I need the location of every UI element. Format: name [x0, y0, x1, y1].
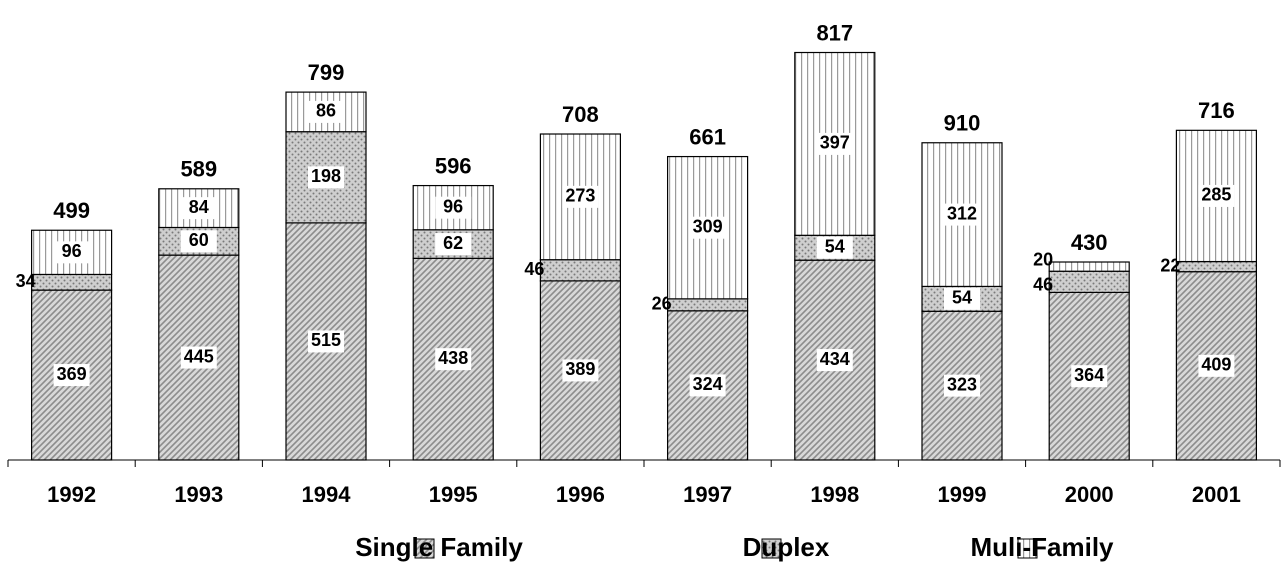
value-label: 96 [62, 241, 82, 261]
total-label: 817 [816, 20, 853, 45]
x-tick-label: 2000 [1065, 482, 1114, 507]
value-label-bg [308, 100, 344, 123]
value-label: 364 [1074, 365, 1104, 385]
value-label: 312 [947, 203, 977, 223]
value-label: 438 [438, 348, 468, 368]
legend-label: Single Family [355, 532, 523, 562]
value-label: 397 [820, 133, 850, 153]
value-label-bg [308, 166, 344, 189]
bar-segment [539, 259, 622, 282]
total-label: 589 [180, 157, 217, 182]
total-label: 430 [1071, 230, 1108, 255]
value-label-bg [816, 236, 853, 259]
value-label-bg [562, 185, 599, 208]
value-label: 389 [565, 359, 595, 379]
value-label: 369 [57, 364, 87, 384]
value-label-bg [53, 241, 90, 264]
value-label: 46 [1033, 275, 1053, 295]
value-label-bg [308, 330, 344, 353]
value-label-bg [180, 230, 217, 253]
total-label: 910 [944, 111, 981, 136]
bar-segment [666, 298, 749, 312]
x-tick-label: 1993 [174, 482, 223, 507]
x-tick-label: 1995 [429, 482, 478, 507]
value-label: 445 [184, 346, 214, 366]
value-label-bg [1198, 354, 1235, 377]
value-label: 22 [1160, 255, 1180, 275]
x-tick-label: 2001 [1192, 482, 1241, 507]
value-label: 62 [443, 233, 463, 253]
value-label: 96 [443, 196, 463, 216]
value-label: 54 [952, 288, 972, 308]
bar-segment [1175, 260, 1258, 273]
total-label: 716 [1198, 98, 1235, 123]
value-label-bg [689, 216, 726, 239]
x-tick-label: 1999 [938, 482, 987, 507]
value-label-bg [1198, 184, 1235, 207]
value-label: 515 [311, 330, 341, 350]
total-label: 596 [435, 153, 472, 178]
value-label-bg [944, 203, 980, 226]
x-tick-label: 1998 [810, 482, 859, 507]
value-label: 309 [693, 216, 723, 236]
value-label-bg [944, 374, 980, 397]
value-label-bg [816, 349, 853, 372]
bar-segment [1048, 261, 1130, 272]
value-label: 34 [16, 271, 36, 291]
value-label-bg [435, 348, 472, 371]
value-label: 46 [524, 259, 544, 279]
value-label-bg [816, 132, 853, 155]
total-label: 708 [562, 102, 599, 127]
value-label-bg [1071, 365, 1108, 388]
x-tick-label: 1997 [683, 482, 732, 507]
value-label: 20 [1033, 249, 1053, 269]
value-label-bg [53, 364, 90, 387]
value-label-bg [944, 287, 980, 310]
x-tick-label: 1992 [47, 482, 96, 507]
value-label: 324 [693, 374, 723, 394]
value-label-bg [435, 196, 472, 219]
value-label: 285 [1201, 185, 1231, 205]
value-label: 198 [311, 166, 341, 186]
value-label: 409 [1201, 355, 1231, 375]
legend-swatch [761, 538, 782, 559]
legend-label: Duplex [743, 532, 830, 562]
value-label-bg [180, 346, 217, 369]
total-label: 661 [689, 124, 726, 149]
x-tick-label: 1994 [302, 482, 352, 507]
legend-label: Muli-Family [970, 532, 1114, 562]
value-label: 54 [825, 236, 845, 256]
total-label: 799 [308, 60, 345, 85]
value-label-bg [562, 359, 599, 382]
value-label: 273 [565, 186, 595, 206]
value-label-bg [435, 233, 472, 256]
legend-swatch [414, 538, 435, 559]
total-label: 499 [53, 198, 90, 223]
value-label: 323 [947, 374, 977, 394]
value-label: 434 [820, 349, 850, 369]
value-label-bg [689, 374, 726, 397]
legend-swatch [1017, 538, 1038, 559]
value-label: 84 [189, 197, 209, 217]
value-label-bg [180, 197, 217, 220]
x-tick-label: 1996 [556, 482, 605, 507]
value-label: 26 [652, 294, 672, 314]
bar-segment [1048, 270, 1130, 294]
value-label: 60 [189, 230, 209, 250]
value-label: 86 [316, 101, 336, 121]
bar-segment [31, 273, 113, 291]
